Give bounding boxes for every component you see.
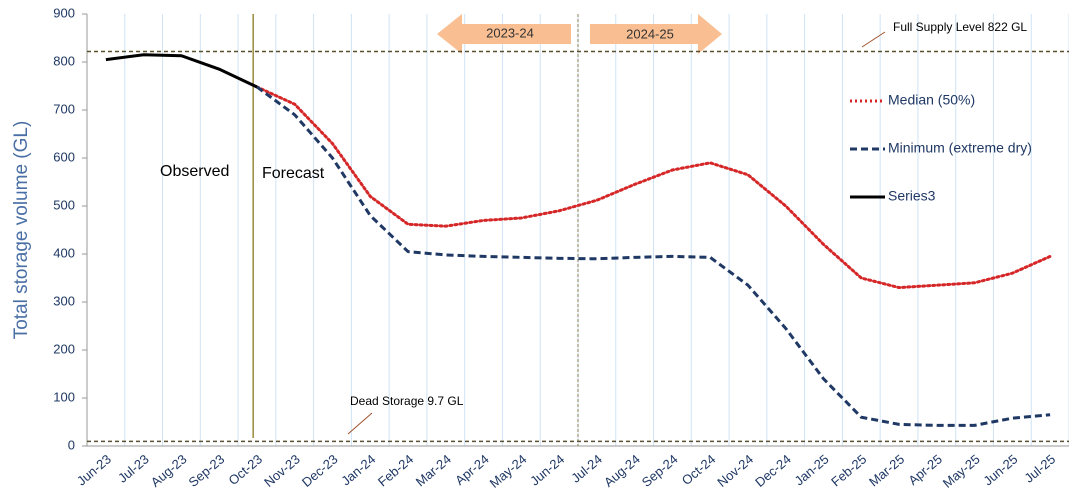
x-tick-label: Nov-24 [714, 451, 756, 489]
x-tick-label: Jul-25 [1021, 451, 1058, 485]
x-tick-label: Apr-24 [452, 451, 492, 488]
x-tick-label: Jan-25 [792, 451, 832, 488]
annotation: Forecast [262, 165, 325, 182]
y-tick-label: 400 [53, 245, 75, 260]
x-tick-label: Jan-24 [338, 451, 378, 488]
x-tick-label: Feb-25 [828, 451, 869, 489]
x-tick-label: Dec-24 [752, 451, 794, 489]
annotation: 2024-25 [626, 26, 674, 41]
x-tick-label: Jun-24 [527, 451, 567, 488]
y-tick-label: 600 [53, 149, 75, 164]
series-line [256, 85, 1051, 427]
y-tick-label: 0 [68, 437, 75, 452]
x-tick-label: Dec-23 [299, 451, 341, 489]
x-tick-label: May-24 [487, 451, 530, 490]
annotation: Observed [160, 163, 229, 180]
y-tick-label: 100 [53, 389, 75, 404]
legend-label: Series3 [888, 188, 936, 204]
y-axis-label: Total storage volume (GL) [11, 121, 32, 340]
arrow-right [590, 14, 722, 54]
y-tick-label: 700 [53, 101, 75, 116]
arrow-left [437, 14, 571, 54]
x-tick-label: Jun-25 [980, 451, 1020, 488]
x-tick-label: Sep-23 [186, 451, 228, 489]
x-tick-label: Jul-24 [568, 451, 605, 485]
x-tick-label: Mar-25 [866, 451, 907, 489]
legend-label: Median (50%) [888, 92, 975, 108]
x-tick-label: Oct-24 [679, 451, 719, 488]
reference-label: Full Supply Level 822 GL [893, 20, 1027, 34]
pointer [861, 31, 886, 48]
x-tick-label: May-25 [940, 451, 983, 490]
legend-label: Minimum (extreme dry) [888, 140, 1032, 156]
series-line [255, 85, 1052, 290]
annotation: 2023-24 [486, 25, 534, 40]
y-tick-label: 300 [53, 293, 75, 308]
y-tick-label: 900 [53, 5, 75, 20]
x-tick-label: Feb-24 [375, 451, 416, 489]
x-tick-label: Nov-23 [261, 451, 303, 489]
reference-label: Dead Storage 9.7 GL [350, 394, 464, 408]
x-tick-label: Jul-23 [115, 451, 152, 485]
x-tick-label: Sep-24 [639, 451, 681, 489]
series-line [105, 53, 258, 89]
x-tick-label: Aug-24 [601, 451, 643, 489]
x-tick-label: Jun-23 [74, 451, 114, 488]
y-tick-label: 500 [53, 197, 75, 212]
x-tick-label: Oct-23 [226, 451, 266, 488]
x-tick-label: Apr-25 [905, 451, 945, 488]
x-tick-label: Aug-23 [148, 451, 190, 489]
pointer [347, 412, 373, 435]
y-tick-label: 200 [53, 341, 75, 356]
x-tick-label: Mar-24 [413, 451, 454, 489]
y-tick-label: 800 [53, 53, 75, 68]
